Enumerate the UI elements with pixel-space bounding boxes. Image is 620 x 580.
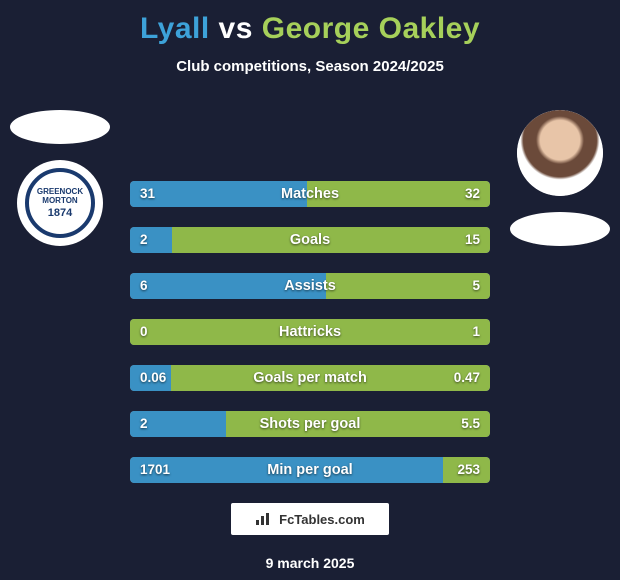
stat-row: 0.06Goals per match0.47 xyxy=(130,365,490,391)
subtitle: Club competitions, Season 2024/2025 xyxy=(0,58,620,75)
comparison-card: Lyall vs George Oakley Club competitions… xyxy=(0,0,620,580)
crest-year: 1874 xyxy=(48,207,72,219)
stat-label: Hattricks xyxy=(130,319,490,345)
player1-avatar-block: GREENOCK MORTON 1874 xyxy=(10,110,110,246)
stat-row: 31Matches32 xyxy=(130,181,490,207)
vs-label: vs xyxy=(219,12,253,45)
crest-name: GREENOCK MORTON xyxy=(29,187,91,205)
player1-silhouette-icon xyxy=(10,110,110,144)
stat-value-right: 1 xyxy=(472,319,480,345)
stat-value-right: 5.5 xyxy=(461,411,480,437)
stat-label: Min per goal xyxy=(130,457,490,483)
site-name: FcTables.com xyxy=(279,512,365,527)
stat-label: Assists xyxy=(130,273,490,299)
stat-value-right: 32 xyxy=(465,181,480,207)
player1-name: Lyall xyxy=(140,12,210,45)
footer-date: 9 march 2025 xyxy=(0,555,620,571)
stat-row: 1701Min per goal253 xyxy=(130,457,490,483)
stat-row: 2Goals15 xyxy=(130,227,490,253)
stat-row: 6Assists5 xyxy=(130,273,490,299)
stat-value-right: 253 xyxy=(457,457,480,483)
player2-club-placeholder-icon xyxy=(510,212,610,246)
stat-label: Shots per goal xyxy=(130,411,490,437)
stat-label: Goals xyxy=(130,227,490,253)
club-crest-icon: GREENOCK MORTON 1874 xyxy=(25,168,95,238)
stat-row: 2Shots per goal5.5 xyxy=(130,411,490,437)
stat-value-right: 0.47 xyxy=(454,365,480,391)
player2-name: George Oakley xyxy=(262,12,480,45)
stat-label: Matches xyxy=(130,181,490,207)
stat-value-right: 5 xyxy=(472,273,480,299)
bar-chart-icon xyxy=(255,512,273,526)
player2-photo xyxy=(517,110,603,196)
stats-block: 31Matches32 2Goals15 6Assists5 0Hattricks1 0… xyxy=(130,181,490,483)
stat-label: Goals per match xyxy=(130,365,490,391)
face-icon xyxy=(517,110,603,196)
stat-row: 0Hattricks1 xyxy=(130,319,490,345)
page-title: Lyall vs George Oakley xyxy=(0,0,620,46)
player1-club-crest: GREENOCK MORTON 1874 xyxy=(17,160,103,246)
player2-avatar-block xyxy=(510,110,610,246)
stat-value-right: 15 xyxy=(465,227,480,253)
fctables-logo: FcTables.com xyxy=(231,503,389,535)
